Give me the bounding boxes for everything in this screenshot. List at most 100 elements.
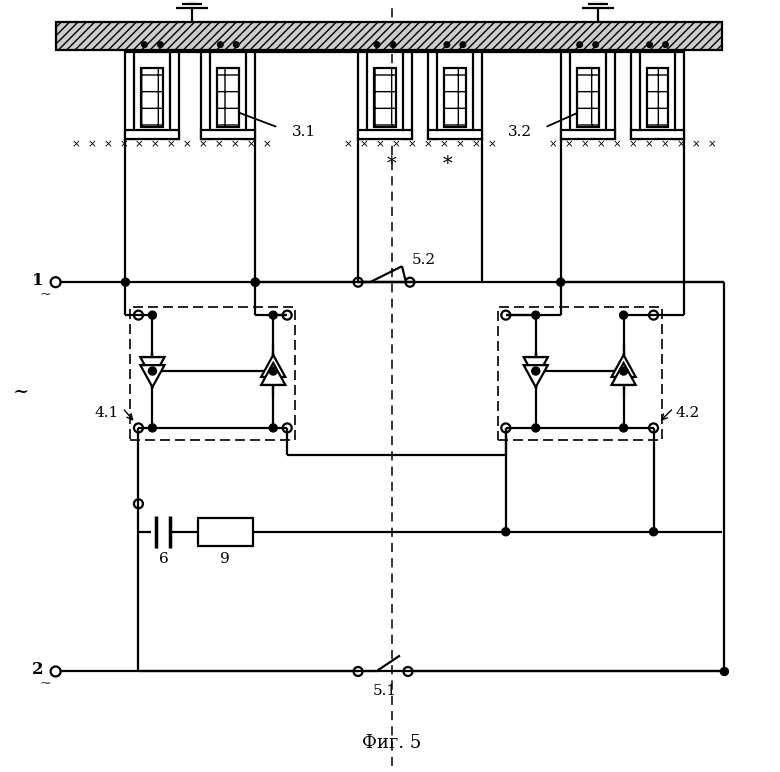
Text: ×: × bbox=[580, 140, 589, 150]
Bar bbox=[141, 68, 163, 127]
Circle shape bbox=[148, 311, 157, 319]
Text: ×: × bbox=[439, 140, 448, 150]
Text: 6: 6 bbox=[158, 552, 168, 566]
Circle shape bbox=[460, 42, 466, 47]
Bar bbox=[561, 52, 569, 140]
Text: 1: 1 bbox=[32, 272, 44, 289]
Circle shape bbox=[251, 278, 259, 286]
Circle shape bbox=[557, 278, 565, 286]
Text: ~: ~ bbox=[40, 678, 51, 692]
Text: ×: × bbox=[644, 140, 653, 150]
Text: ×: × bbox=[344, 140, 353, 150]
Text: ×: × bbox=[548, 140, 557, 150]
Circle shape bbox=[233, 42, 239, 47]
Polygon shape bbox=[612, 355, 636, 377]
Circle shape bbox=[577, 42, 583, 47]
Text: 2: 2 bbox=[32, 661, 44, 678]
Text: ×: × bbox=[692, 140, 700, 150]
Bar bbox=[403, 52, 412, 140]
Circle shape bbox=[502, 528, 510, 536]
Text: ×: × bbox=[376, 140, 385, 150]
Polygon shape bbox=[140, 357, 165, 379]
Text: ×: × bbox=[247, 140, 256, 150]
Bar bbox=[126, 130, 179, 140]
Text: ×: × bbox=[71, 140, 80, 150]
Text: ×: × bbox=[660, 140, 669, 150]
Text: 5.2: 5.2 bbox=[412, 253, 436, 267]
Text: ×: × bbox=[183, 140, 192, 150]
Polygon shape bbox=[261, 355, 285, 377]
Text: 5.1: 5.1 bbox=[373, 685, 397, 699]
Text: ×: × bbox=[471, 140, 480, 150]
Circle shape bbox=[390, 42, 395, 47]
Circle shape bbox=[532, 311, 540, 319]
Circle shape bbox=[251, 278, 259, 286]
Bar bbox=[126, 52, 134, 140]
Bar bbox=[675, 52, 685, 140]
Polygon shape bbox=[523, 365, 548, 387]
Bar bbox=[170, 52, 179, 140]
Text: 9: 9 bbox=[221, 552, 230, 566]
Text: ×: × bbox=[360, 140, 368, 150]
Text: ×: × bbox=[119, 140, 128, 150]
Circle shape bbox=[619, 311, 628, 319]
Bar bbox=[473, 52, 482, 140]
Bar bbox=[576, 68, 598, 127]
Circle shape bbox=[663, 42, 668, 47]
Text: ×: × bbox=[167, 140, 176, 150]
Bar bbox=[358, 52, 367, 140]
Circle shape bbox=[158, 42, 163, 47]
Circle shape bbox=[142, 42, 147, 47]
Polygon shape bbox=[612, 363, 636, 385]
Text: ×: × bbox=[408, 140, 417, 150]
Text: 4.2: 4.2 bbox=[675, 406, 700, 420]
Bar bbox=[201, 52, 211, 140]
Circle shape bbox=[593, 42, 598, 47]
Circle shape bbox=[619, 424, 628, 432]
Text: ×: × bbox=[215, 140, 224, 150]
Text: ×: × bbox=[151, 140, 160, 150]
Circle shape bbox=[148, 424, 157, 432]
Circle shape bbox=[444, 42, 450, 47]
Circle shape bbox=[269, 367, 277, 375]
Bar bbox=[630, 52, 640, 140]
Text: ×: × bbox=[135, 140, 144, 150]
Circle shape bbox=[650, 528, 658, 536]
Text: ×: × bbox=[612, 140, 621, 150]
Text: ×: × bbox=[564, 140, 573, 150]
Polygon shape bbox=[261, 363, 285, 385]
Bar bbox=[647, 68, 668, 127]
Text: *: * bbox=[387, 155, 397, 174]
Circle shape bbox=[647, 42, 652, 47]
Circle shape bbox=[532, 424, 540, 432]
Text: ×: × bbox=[392, 140, 400, 150]
Text: 3.2: 3.2 bbox=[508, 126, 532, 140]
Text: ×: × bbox=[596, 140, 605, 150]
Bar bbox=[444, 68, 466, 127]
Text: *: * bbox=[443, 155, 452, 174]
Bar bbox=[201, 130, 255, 140]
Text: 3.1: 3.1 bbox=[292, 126, 317, 140]
Text: ×: × bbox=[87, 140, 96, 150]
Text: ~: ~ bbox=[12, 383, 29, 401]
Bar bbox=[630, 130, 685, 140]
Text: ×: × bbox=[488, 140, 496, 150]
Text: 4.1: 4.1 bbox=[94, 406, 119, 420]
Text: ×: × bbox=[103, 140, 112, 150]
Polygon shape bbox=[140, 365, 165, 387]
Text: ×: × bbox=[628, 140, 637, 150]
Circle shape bbox=[148, 367, 157, 375]
Circle shape bbox=[532, 367, 540, 375]
Bar bbox=[498, 307, 661, 440]
Bar bbox=[130, 307, 295, 440]
Bar bbox=[358, 130, 412, 140]
Bar bbox=[428, 52, 437, 140]
Circle shape bbox=[269, 424, 277, 432]
Circle shape bbox=[122, 278, 129, 286]
Circle shape bbox=[721, 668, 729, 676]
Bar bbox=[198, 518, 254, 546]
Circle shape bbox=[619, 367, 628, 375]
Circle shape bbox=[218, 42, 223, 47]
Bar bbox=[428, 130, 482, 140]
Bar bbox=[55, 22, 722, 49]
